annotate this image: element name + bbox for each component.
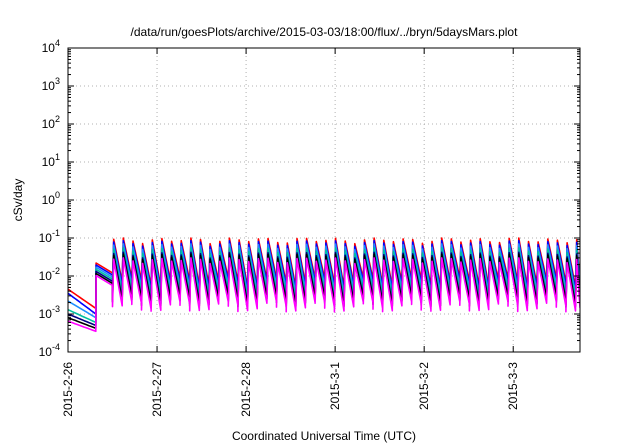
x-tick-label: 2015-2-28 — [239, 362, 253, 417]
y-tick-label: 10-3 — [39, 304, 60, 321]
y-axis: 10-4 10-3 10-2 10-1 100 101 102 103 104 — [39, 38, 580, 359]
x-axis: 2015-2-26 2015-2-27 2015-2-28 2015-3-1 2015-… — [61, 48, 520, 417]
x-tick-label: 2015-2-26 — [61, 362, 75, 417]
y-tick-label: 101 — [42, 152, 60, 169]
x-axis-label: Coordinated Universal Time (UTC) — [232, 429, 416, 443]
series-line — [68, 257, 580, 333]
y-tick-label: 100 — [42, 190, 60, 207]
x-tick-label: 2015-2-27 — [150, 362, 164, 417]
y-tick-label: 102 — [42, 114, 60, 131]
series-group — [68, 237, 580, 333]
y-tick-label: 103 — [42, 76, 60, 93]
x-tick-label: 2015-3-2 — [417, 362, 431, 410]
y-tick-label: 10-2 — [39, 266, 60, 283]
y-tick-label: 10-4 — [39, 342, 60, 359]
y-tick-label: 104 — [42, 38, 60, 55]
y-tick-label: 10-1 — [39, 228, 60, 245]
y-axis-label: cSv/day — [11, 179, 25, 222]
x-tick-label: 2015-3-3 — [506, 362, 520, 410]
x-tick-label: 2015-3-1 — [328, 362, 342, 410]
chart-title: /data/run/goesPlots/archive/2015-03-03/1… — [131, 25, 519, 39]
